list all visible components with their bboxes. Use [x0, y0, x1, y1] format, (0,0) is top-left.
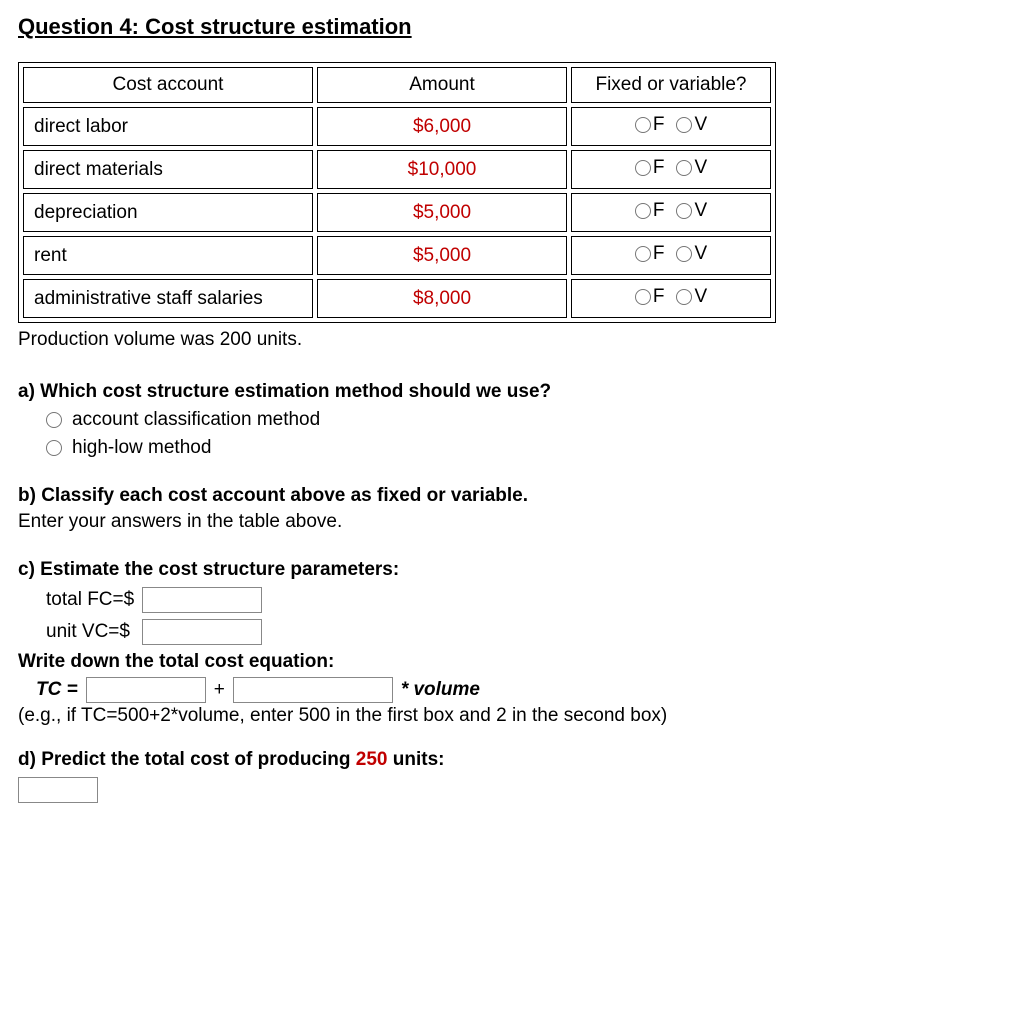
variable-label: V	[694, 286, 707, 308]
fixed-label: F	[653, 114, 665, 136]
variable-label: V	[694, 114, 707, 136]
amount-value: $6,000	[413, 116, 471, 137]
amount-cell: $10,000	[317, 150, 567, 189]
method-radio-account[interactable]	[46, 412, 62, 428]
part-b-prompt: b) Classify each cost account above as f…	[18, 485, 1000, 507]
fv-cell: FV	[571, 107, 771, 146]
variable-radio[interactable]	[676, 160, 692, 176]
fixed-radio[interactable]	[635, 289, 651, 305]
part-a: a) Which cost structure estimation metho…	[18, 381, 1000, 459]
amount-value: $10,000	[408, 159, 477, 180]
method-label-highlow: high-low method	[72, 437, 211, 459]
predict-input[interactable]	[18, 777, 98, 803]
account-cell: rent	[23, 236, 313, 275]
part-d-units: 250	[356, 749, 388, 770]
fixed-label: F	[653, 200, 665, 222]
variable-radio[interactable]	[676, 203, 692, 219]
account-cell: depreciation	[23, 193, 313, 232]
tc-fixed-input[interactable]	[86, 677, 206, 703]
account-cell: direct materials	[23, 150, 313, 189]
variable-label: V	[694, 243, 707, 265]
cost-table: Cost account Amount Fixed or variable? d…	[18, 62, 776, 323]
fc-input[interactable]	[142, 587, 262, 613]
fv-cell: FV	[571, 193, 771, 232]
amount-value: $8,000	[413, 288, 471, 309]
fixed-label: F	[653, 157, 665, 179]
part-b: b) Classify each cost account above as f…	[18, 485, 1000, 533]
part-d-prefix: d) Predict the total cost of producing	[18, 749, 356, 770]
amount-cell: $5,000	[317, 193, 567, 232]
variable-radio[interactable]	[676, 117, 692, 133]
amount-cell: $5,000	[317, 236, 567, 275]
part-a-prompt: a) Which cost structure estimation metho…	[18, 381, 1000, 403]
table-row: administrative staff salaries$8,000FV	[23, 279, 771, 318]
eq-hint: (e.g., if TC=500+2*volume, enter 500 in …	[18, 705, 1000, 727]
eq-header: Write down the total cost equation:	[18, 651, 1000, 673]
fixed-label: F	[653, 243, 665, 265]
amount-value: $5,000	[413, 202, 471, 223]
vc-input[interactable]	[142, 619, 262, 645]
table-row: depreciation$5,000FV	[23, 193, 771, 232]
amount-cell: $8,000	[317, 279, 567, 318]
amount-value: $5,000	[413, 245, 471, 266]
method-label-account: account classification method	[72, 409, 320, 431]
question-title: Question 4: Cost structure estimation	[18, 14, 1000, 40]
table-row: direct materials$10,000FV	[23, 150, 771, 189]
variable-radio[interactable]	[676, 289, 692, 305]
part-d-prompt: d) Predict the total cost of producing 2…	[18, 749, 1000, 771]
fixed-radio[interactable]	[635, 246, 651, 262]
amount-cell: $6,000	[317, 107, 567, 146]
fv-cell: FV	[571, 236, 771, 275]
variable-label: V	[694, 157, 707, 179]
table-row: direct labor$6,000FV	[23, 107, 771, 146]
variable-label: V	[694, 200, 707, 222]
volume-label: * volume	[401, 679, 480, 701]
fixed-label: F	[653, 286, 665, 308]
fv-cell: FV	[571, 279, 771, 318]
part-d-suffix: units:	[387, 749, 444, 770]
fv-cell: FV	[571, 150, 771, 189]
fixed-radio[interactable]	[635, 203, 651, 219]
table-header-fv: Fixed or variable?	[571, 67, 771, 103]
vc-label: unit VC=$	[46, 621, 142, 643]
fc-label: total FC=$	[46, 589, 142, 611]
account-cell: administrative staff salaries	[23, 279, 313, 318]
table-header-account: Cost account	[23, 67, 313, 103]
table-row: rent$5,000FV	[23, 236, 771, 275]
fixed-radio[interactable]	[635, 160, 651, 176]
tc-label: TC =	[36, 679, 78, 701]
account-cell: direct labor	[23, 107, 313, 146]
part-b-instruction: Enter your answers in the table above.	[18, 511, 1000, 533]
plus-sign: +	[214, 679, 225, 701]
part-c: c) Estimate the cost structure parameter…	[18, 559, 1000, 645]
table-header-amount: Amount	[317, 67, 567, 103]
method-radio-highlow[interactable]	[46, 440, 62, 456]
variable-radio[interactable]	[676, 246, 692, 262]
fixed-radio[interactable]	[635, 117, 651, 133]
tc-variable-input[interactable]	[233, 677, 393, 703]
part-c-prompt: c) Estimate the cost structure parameter…	[18, 559, 1000, 581]
production-note: Production volume was 200 units.	[18, 329, 1000, 351]
